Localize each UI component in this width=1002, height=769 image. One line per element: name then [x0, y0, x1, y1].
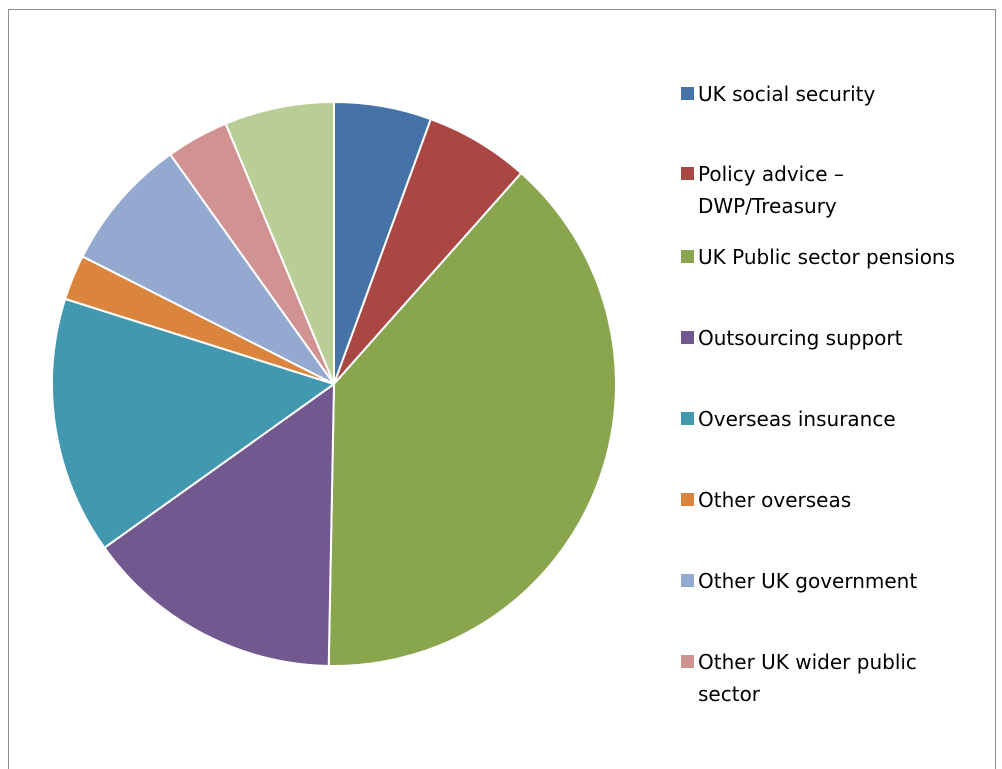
legend-label-line: Policy advice –: [698, 162, 844, 186]
pie-slice-unlabeled-8: [224, 101, 335, 385]
legend-label: Outsourcing support: [698, 322, 988, 354]
legend-label-line: DWP/Treasury: [698, 194, 837, 218]
pie-slice-uk-public-sector-pensions-2: [327, 172, 617, 667]
legend-label-line: Overseas insurance: [698, 407, 896, 431]
legend-label-line: UK social security: [698, 82, 876, 106]
legend-label-line: UK Public sector pensions: [698, 245, 956, 269]
legend-item: Policy advice – DWP/Treasury: [681, 158, 988, 222]
legend-item: Other overseas: [681, 484, 988, 516]
pie-chart: [51, 101, 617, 667]
legend-label: UK social security: [698, 78, 988, 110]
legend-label: Policy advice – DWP/Treasury: [698, 158, 988, 222]
legend-label-line: Other UK wider public: [698, 650, 917, 674]
pie-slice-outsourcing-support-3: [103, 383, 335, 667]
legend-swatch: [681, 331, 694, 344]
legend-label: Other UK government: [698, 565, 988, 597]
legend-swatch: [681, 574, 694, 587]
legend-label-line: sector: [698, 682, 761, 706]
legend-swatch: [681, 412, 694, 425]
legend-swatch: [681, 87, 694, 100]
pie-slices: [51, 101, 617, 667]
legend-item: Overseas insurance: [681, 403, 988, 435]
legend-swatch: [681, 655, 694, 668]
pie-slice-overseas-insurance-4: [51, 297, 335, 549]
legend-label: Other UK wider public sector: [698, 646, 988, 710]
legend-label: Other overseas: [698, 484, 988, 516]
legend-swatch: [681, 250, 694, 263]
legend-label-line: Other overseas: [698, 488, 852, 512]
legend-label-line: Other UK government: [698, 569, 918, 593]
legend-item: Outsourcing support: [681, 322, 988, 354]
legend-label: Overseas insurance: [698, 403, 988, 435]
legend-item: Other UK wider public sector: [681, 646, 988, 710]
legend-item: UK Public sector pensions: [681, 241, 988, 273]
legend-label: UK Public sector pensions: [698, 241, 988, 273]
chart-area: UK social security Policy advice – DWP/Tre…: [8, 9, 996, 769]
pie-slice-other-uk-government-6: [81, 153, 335, 385]
legend-swatch: [681, 493, 694, 506]
legend-label-line: Outsourcing support: [698, 326, 903, 350]
legend-swatch: [681, 167, 694, 180]
legend-item: UK social security: [681, 78, 988, 110]
legend-item: Other UK government: [681, 565, 988, 597]
